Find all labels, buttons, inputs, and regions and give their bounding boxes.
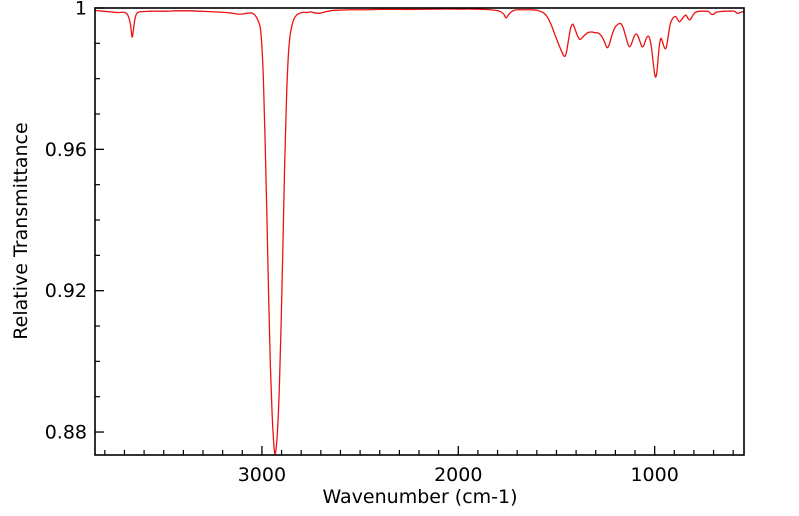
- y-tick-label: 0.88: [45, 422, 87, 444]
- x-axis-label: Wavenumber (cm-1): [322, 486, 518, 508]
- y-tick-label: 0.96: [45, 139, 87, 161]
- spectrum-line: [94, 8, 745, 455]
- plot-frame: [94, 7, 745, 456]
- x-tick-label: 2000: [434, 464, 482, 486]
- y-axis-label: Relative Transmittance: [10, 122, 32, 340]
- y-tick-label: 1: [75, 0, 87, 20]
- x-tick-label: 1000: [630, 464, 678, 486]
- x-tick-label: 3000: [238, 464, 286, 486]
- y-tick-label: 0.92: [45, 280, 87, 302]
